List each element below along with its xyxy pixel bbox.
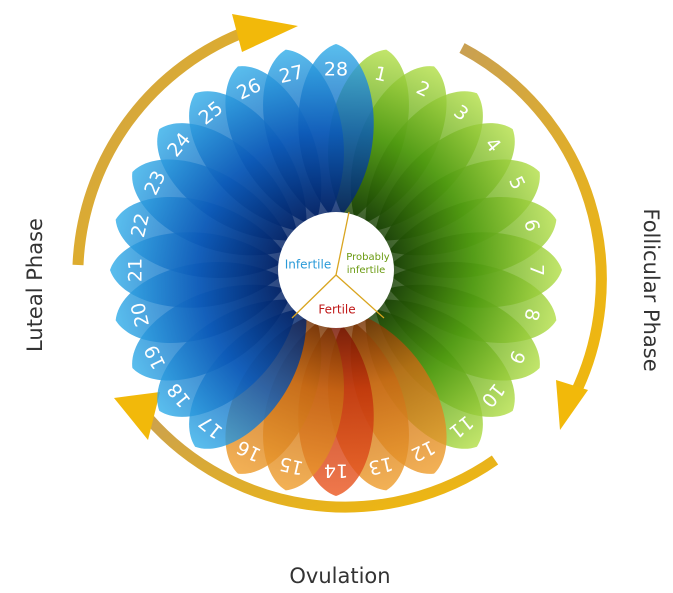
petal-label: 22 — [127, 211, 154, 239]
petal-label: 13 — [366, 452, 394, 479]
luteal-arrow — [72, 24, 252, 266]
petal-label: 21 — [125, 258, 147, 282]
petal-label: 8 — [519, 306, 543, 323]
arrow-head — [232, 14, 298, 52]
petal-label: 27 — [277, 61, 305, 88]
center — [278, 212, 394, 328]
petals: 1234567891011121314151617181920212223242… — [110, 44, 562, 496]
luteal-label: Luteal Phase — [23, 218, 47, 352]
petal-label: 7 — [526, 264, 548, 276]
arrow-head — [114, 392, 160, 440]
probably-label: Probably — [346, 252, 389, 263]
phase-arrows — [72, 14, 607, 513]
petal-label: 15 — [277, 452, 305, 479]
fertile-label: Fertile — [318, 303, 355, 317]
infertile-label: Infertile — [285, 258, 331, 272]
divider — [335, 211, 350, 276]
follicular-arrow — [459, 43, 607, 403]
dividers — [291, 211, 385, 319]
probably-label: infertile — [347, 265, 386, 276]
petal-label: 6 — [519, 217, 543, 234]
ovulation-label: Ovulation — [289, 564, 390, 588]
follicular-label: Follicular Phase — [639, 208, 663, 371]
petal-label: 14 — [324, 460, 348, 482]
divider — [291, 274, 337, 319]
petal-label: 1 — [372, 62, 389, 86]
petal-label: 28 — [324, 59, 348, 81]
petal-label: 20 — [127, 300, 154, 328]
arrow-head — [556, 380, 588, 430]
petal — [298, 44, 374, 222]
ovulation-arrow — [135, 404, 499, 513]
divider — [335, 274, 385, 319]
